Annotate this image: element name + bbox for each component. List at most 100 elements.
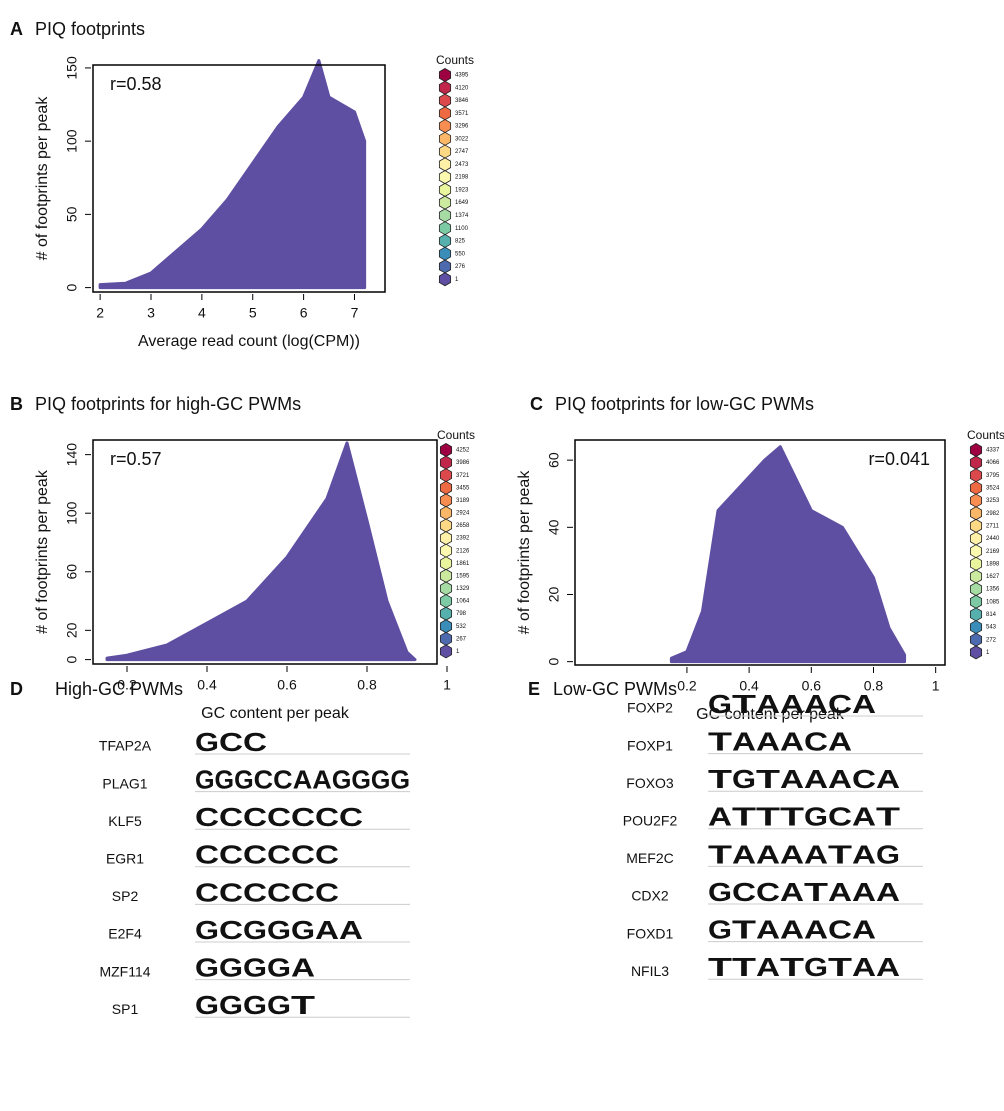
logo-letter: T <box>708 839 732 869</box>
legend-swatch <box>969 544 983 559</box>
legend-swatch <box>439 443 453 457</box>
legend-label: 2473 <box>455 162 469 168</box>
legend-swatch <box>438 119 452 134</box>
motif-name: FOXP2 <box>627 700 673 716</box>
legend-label: 825 <box>455 239 466 245</box>
logo-letter: A <box>852 802 876 832</box>
legend-label: 4120 <box>455 85 469 91</box>
plot-frame <box>92 439 438 665</box>
logo-letter: T <box>780 952 804 982</box>
logo-letter: A <box>756 689 780 719</box>
legend-label: 4252 <box>456 448 470 454</box>
legend-label: 267 <box>456 636 467 642</box>
logo-letter: T <box>732 914 756 944</box>
legend-label: 3253 <box>986 498 1000 504</box>
annotation: r=0.57 <box>110 449 162 469</box>
logo-letter: G <box>195 990 219 1020</box>
panel-label: B <box>10 394 23 414</box>
legend-swatch <box>969 556 983 571</box>
x-tick-label: 0.6 <box>802 678 822 694</box>
motif-name: TFAP2A <box>99 738 152 754</box>
logo-letter: C <box>267 840 291 870</box>
logo-letter: T <box>291 990 315 1020</box>
legend-swatch <box>969 480 983 495</box>
legend-swatch <box>969 582 983 597</box>
logo-letter: C <box>828 689 852 719</box>
logo-letter: A <box>293 764 313 794</box>
legend-label: 2982 <box>986 511 1000 517</box>
legend-label: 3455 <box>456 485 470 491</box>
logo-letter: C <box>732 877 756 907</box>
logo-letter: T <box>876 802 900 832</box>
logo-letter: G <box>195 952 219 982</box>
legend-swatch <box>438 80 452 95</box>
logo-letter: G <box>234 764 254 794</box>
legend-swatch <box>439 631 453 646</box>
logo-letter: A <box>852 952 876 982</box>
x-tick-label: 0.2 <box>117 677 137 693</box>
logo-letter: C <box>254 764 274 794</box>
legend-label: 1374 <box>455 213 469 219</box>
panel-title: PIQ footprints <box>35 19 145 39</box>
legend-label: 4337 <box>986 448 1000 454</box>
logo-letter: C <box>243 802 267 832</box>
logo-letter: C <box>219 840 243 870</box>
legend-swatch <box>438 246 452 261</box>
logo-letter: A <box>708 802 732 832</box>
legend-label: 2198 <box>455 175 469 181</box>
legend-label: 814 <box>986 612 997 618</box>
legend-title: Counts <box>967 428 1004 442</box>
legend-swatch <box>969 468 983 483</box>
point-cloud <box>105 441 417 662</box>
legend-label: 2392 <box>456 536 470 542</box>
logo-letter: A <box>852 914 876 944</box>
logo-letter: T <box>828 952 852 982</box>
logo-letter: C <box>243 727 267 757</box>
logo-letter: C <box>219 727 243 757</box>
x-tick-label: 0.2 <box>677 678 697 694</box>
legend-swatch <box>439 619 453 634</box>
logo-letter: C <box>267 802 291 832</box>
legend-swatch <box>438 195 452 210</box>
legend-label: 3571 <box>455 111 469 117</box>
motif-name: FOXP1 <box>627 737 673 753</box>
y-tick-label: 20 <box>64 622 80 638</box>
logo-letter: G <box>219 952 243 982</box>
legend-label: 1595 <box>456 573 470 579</box>
legend-label: 3721 <box>456 473 470 479</box>
logo-letter: T <box>828 839 852 869</box>
x-tick-label: 2 <box>96 305 104 321</box>
legend-label: 1 <box>986 650 990 656</box>
logo-letter: G <box>243 990 267 1020</box>
legend-swatch <box>439 581 453 596</box>
panel-label: A <box>10 19 23 39</box>
x-axis-label: Average read count (log(CPM)) <box>138 333 360 350</box>
y-tick-label: 60 <box>546 452 562 468</box>
x-tick-label: 1 <box>932 678 940 694</box>
logo-letter: A <box>339 915 363 945</box>
legend-swatch <box>438 259 452 274</box>
legend-swatch <box>969 645 983 660</box>
x-tick-label: 7 <box>351 305 359 321</box>
legend-label: 1649 <box>455 200 469 206</box>
x-tick-label: 1 <box>443 677 451 693</box>
logo-letter: A <box>732 839 756 869</box>
motif-name: FOXD1 <box>627 925 674 941</box>
motif-name: FOXO3 <box>626 775 674 791</box>
logo-letter: A <box>732 726 756 756</box>
x-tick-label: 5 <box>249 305 257 321</box>
legend-label: 2658 <box>456 523 470 529</box>
legend-label: 1329 <box>456 586 470 592</box>
legend-label: 3189 <box>456 498 470 504</box>
y-tick-label: 100 <box>64 501 80 525</box>
logo-letter: C <box>756 877 780 907</box>
logo-letter: T <box>708 726 732 756</box>
motif-name: POU2F2 <box>623 813 678 829</box>
panel-title: High-GC PWMs <box>55 679 183 699</box>
y-tick-label: 140 <box>64 443 80 467</box>
panel-title: Low-GC PWMs <box>553 679 677 699</box>
legend-label: 3296 <box>455 124 469 130</box>
x-tick-label: 6 <box>300 305 308 321</box>
panel-title: PIQ footprints for high-GC PWMs <box>35 394 301 414</box>
